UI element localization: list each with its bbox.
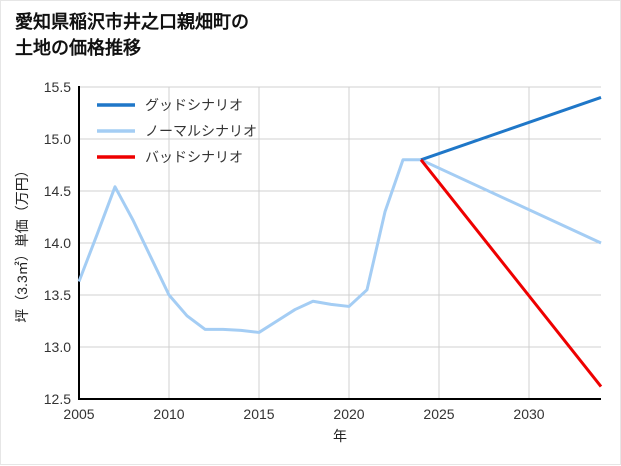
y-tick-label: 13.0 (44, 339, 71, 355)
data-series-group (77, 95, 603, 388)
y-tick-label: 15.5 (44, 79, 71, 95)
y-axis-tick-labels: 12.5 13.0 13.5 14.0 14.5 15.0 15.5 (44, 79, 71, 407)
series-line-good (420, 95, 602, 162)
series-line-normal (77, 158, 602, 334)
x-tick-label: 2010 (153, 406, 184, 422)
x-tick-label: 2020 (333, 406, 364, 422)
y-tick-label: 12.5 (44, 391, 71, 407)
y-axis-title: 坪（3.3㎡）単価（万円） (14, 163, 30, 322)
y-tick-label: 13.5 (44, 287, 71, 303)
chart-title: 愛知県稲沢市井之口親畑町の 土地の価格推移 (15, 12, 249, 58)
legend-label: グッドシナリオ (145, 97, 243, 113)
y-tick-label: 14.5 (44, 183, 71, 199)
legend-label: バッドシナリオ (145, 149, 243, 165)
x-axis-tick-labels: 2005 2010 2015 2020 2025 2030 (63, 406, 544, 422)
x-tick-label: 2025 (423, 406, 454, 422)
x-axis-title: 年 (333, 428, 347, 444)
x-tick-label: 2005 (63, 406, 94, 422)
y-tick-label: 15.0 (44, 131, 71, 147)
x-tick-label: 2030 (513, 406, 544, 422)
legend-label: ノーマルシナリオ (145, 123, 257, 139)
series-line-bad (419, 158, 603, 388)
y-tick-label: 14.0 (44, 235, 71, 251)
x-tick-label: 2015 (243, 406, 274, 422)
